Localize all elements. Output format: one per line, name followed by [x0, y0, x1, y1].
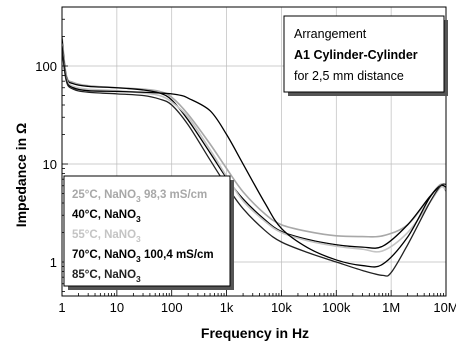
series-group [62, 36, 446, 277]
x-tick-label: 1k [220, 300, 234, 315]
info-line-1: Arrangement [294, 27, 367, 41]
tick-labels: 1 10 100 1k 10k 100k 1M 10M 1 10 100 [35, 59, 456, 315]
legend-entry-5: 85°C, NaNO3 [72, 269, 141, 284]
y-tick-label: 10 [43, 157, 57, 172]
x-tick-label: 10M [433, 300, 456, 315]
x-tick-label: 1M [382, 300, 400, 315]
x-tick-label: 100 [161, 300, 183, 315]
info-line-2: A1 Cylinder-Cylinder [294, 48, 418, 62]
x-axis-title: Frequency in Hz [201, 325, 309, 341]
x-tick-label: 10k [271, 300, 292, 315]
info-line-3: for 2,5 mm distance [294, 69, 404, 83]
legend-box: 25°C, NaNO3 98,3 mS/cm 40°C, NaNO3 55°C, N… [63, 175, 234, 290]
legend-entry-1: 25°C, NaNO3 98,3 mS/cm [72, 189, 207, 204]
x-tick-label: 100k [322, 300, 351, 315]
x-tick-label: 10 [110, 300, 124, 315]
series-line-4 [62, 45, 446, 268]
x-tick-label: 1 [58, 300, 65, 315]
info-box: Arrangement A1 Cylinder-Cylinder for 2,5… [283, 15, 448, 96]
series-line-3 [62, 43, 446, 253]
plot-frame [61, 6, 447, 297]
legend-entry-3: 55°C, NaNO3 [72, 229, 141, 244]
y-axis-title: Impedance in Ω [13, 123, 29, 228]
info-box-panel [283, 15, 445, 93]
y-tick-label: 100 [35, 59, 57, 74]
legend-entry-2: 40°C, NaNO3 [72, 209, 141, 224]
legend-panel [63, 175, 231, 287]
legend-entry-4: 70°C, NaNO3 100,4 mS/cm [72, 249, 214, 264]
series-line-5 [62, 48, 446, 277]
y-tick-label: 1 [50, 255, 57, 270]
axis-ticks [61, 6, 444, 296]
